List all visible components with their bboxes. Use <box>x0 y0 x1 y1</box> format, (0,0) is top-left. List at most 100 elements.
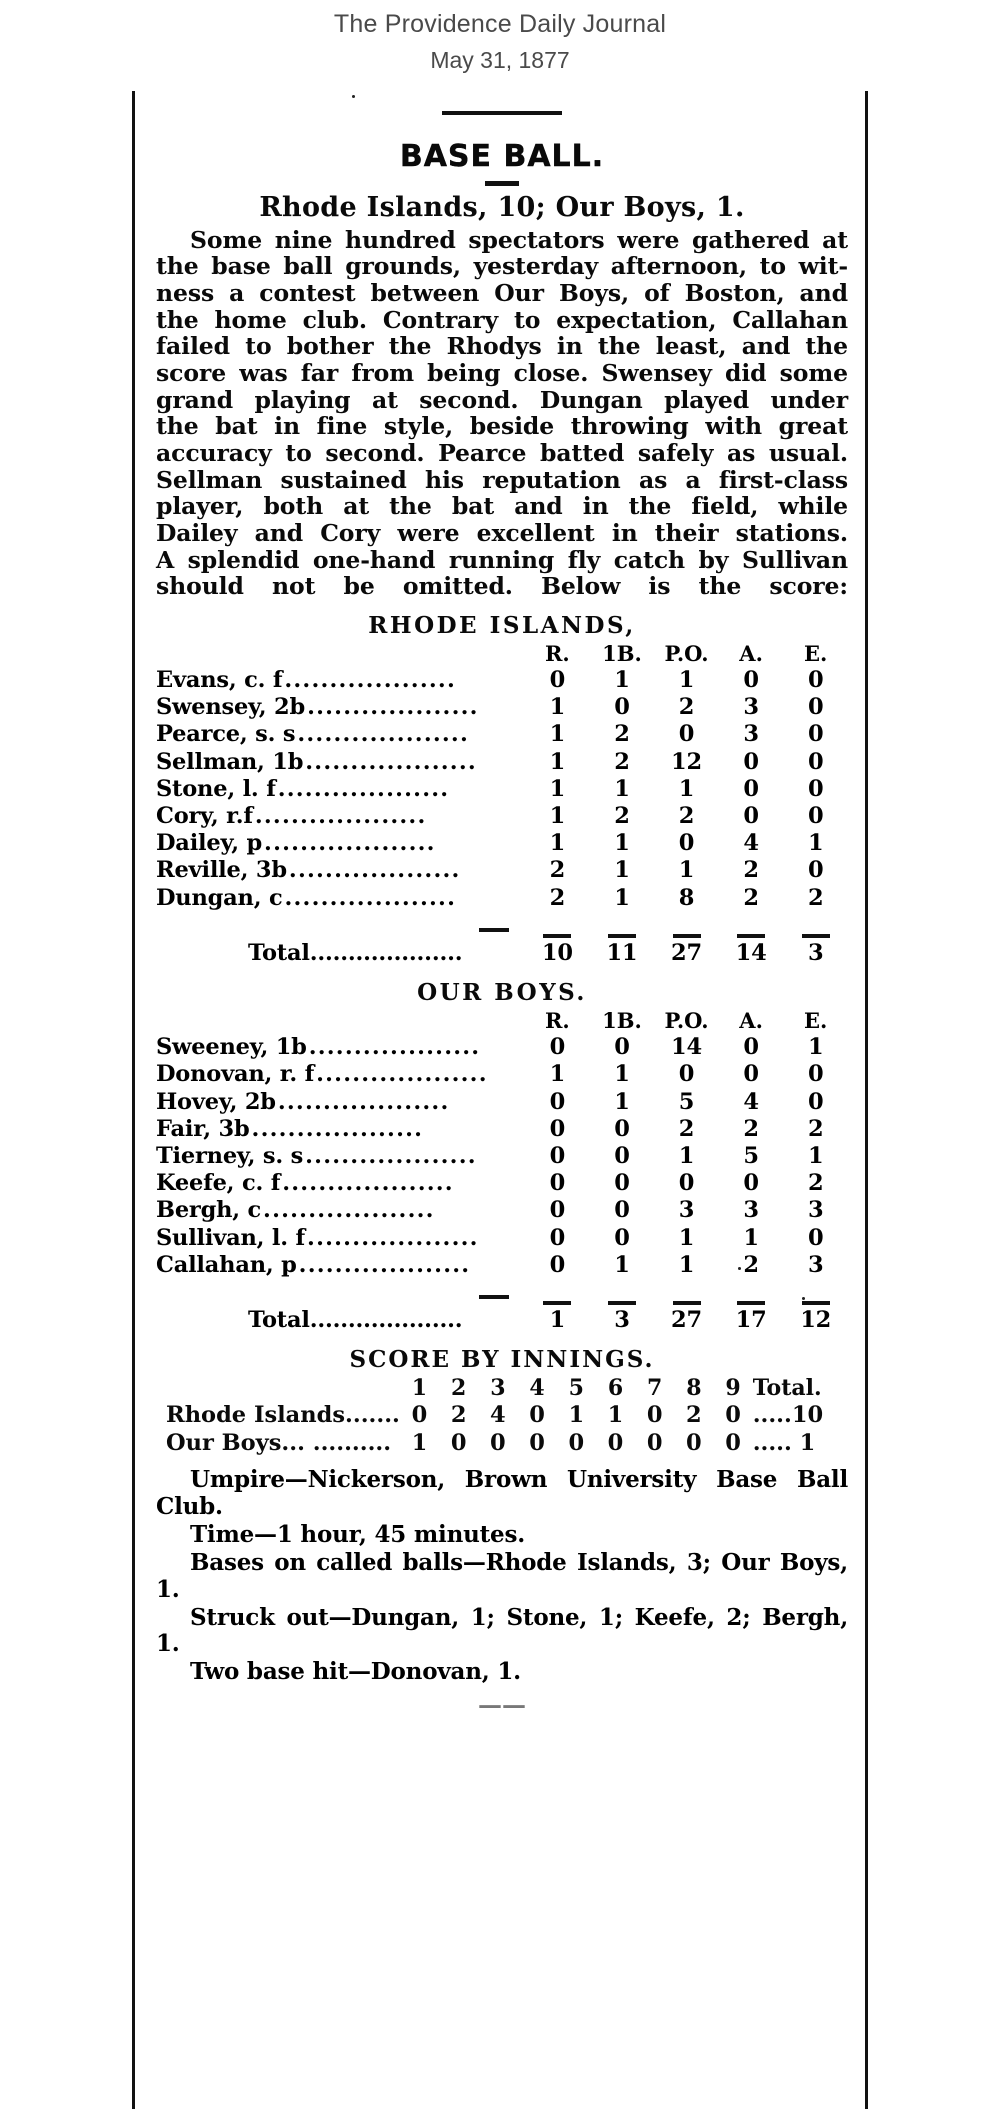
total-r: 1 <box>549 1307 566 1334</box>
column-header-r: R. <box>544 1008 570 1034</box>
inning-runs-7: 0 <box>646 1429 663 1456</box>
stat-cell-a: 0 <box>743 1061 759 1088</box>
stat-cell-po: 14 <box>671 1034 702 1061</box>
game-note: Umpire—Nickerson, Brown University Base … <box>156 1466 848 1520</box>
rule-segment <box>719 1279 784 1307</box>
stat-cell-r: 0 <box>549 1197 566 1224</box>
stat-cell-po: 12 <box>671 748 702 775</box>
stat-cell-e: 3 <box>807 1197 824 1224</box>
inning-runs-7: 0 <box>646 1402 663 1429</box>
stat-cell-po: 0 <box>678 1061 695 1088</box>
stat-cell-e: 0 <box>807 1061 824 1088</box>
leader-dots: ................... <box>284 666 456 693</box>
player-name-cell: Pearce, s. s................... <box>156 721 525 748</box>
leader-dots: ................... <box>284 884 457 911</box>
player-name: Dungan, c <box>156 884 283 911</box>
note-indent <box>156 1549 190 1576</box>
column-header-e: E. <box>804 1008 828 1034</box>
total-label-cell: Total.................... <box>248 1307 463 1334</box>
player-name: Tierney, s. s <box>156 1143 304 1170</box>
stat-cell-a: 3 <box>743 721 759 748</box>
rhode-islands-table-title: RHODE ISLANDS, <box>368 611 636 639</box>
rule-segment <box>654 912 719 940</box>
stat-cell-1b: 0 <box>614 1034 630 1061</box>
player-name: Hovey, 2b <box>156 1088 276 1115</box>
player-name: Dailey, p <box>156 830 263 857</box>
player-name-cell: Fair, 3b................... <box>156 1116 525 1143</box>
rhode-islands-table-head: R. 1B. P.O. A. E. <box>156 641 848 667</box>
stat-cell-po: 0 <box>678 830 695 857</box>
innings-team-name: Our Boys... .......... <box>166 1429 392 1456</box>
table-total-row: Total.................... 10 11 27 14 3 <box>156 940 848 967</box>
leader-dots: ................... <box>298 1251 471 1278</box>
player-name-cell: Hovey, 2b................... <box>156 1089 525 1116</box>
rhode-islands-box-score: R. 1B. P.O. A. E. Evans, c. f...........… <box>156 641 848 967</box>
game-note: Two base hit—Donovan, 1. <box>156 1658 848 1686</box>
innings-team-name: Rhode Islands....... <box>166 1402 400 1429</box>
rule-segment <box>783 1279 848 1307</box>
innings-row-total: .....10 <box>752 1402 824 1429</box>
leader-dots: ................... <box>277 1088 450 1115</box>
player-name: Reville, 3b <box>156 857 287 884</box>
lead-line: Sellman sustained his reputation as a fi… <box>156 465 848 494</box>
stat-cell-e: 0 <box>807 775 824 802</box>
player-name: Swensey, 2b <box>156 694 306 721</box>
total-rule-row <box>156 1279 848 1307</box>
lead-line: grand playing at second. Dungan played u… <box>156 385 848 414</box>
total-1b: 3 <box>614 1307 630 1334</box>
stat-cell-r: 2 <box>549 857 566 884</box>
lead-line: the bat in fine style, beside throwing w… <box>156 412 848 441</box>
leader-dots: ................... <box>307 694 479 721</box>
our-boys-table-body: Sweeney, 1b................... 0 0 14 0 1 Dono… <box>156 1034 848 1334</box>
inning-runs-8: 0 <box>686 1429 702 1456</box>
player-name-cell: Callahan, p................... <box>156 1252 525 1279</box>
rule-spacer <box>156 1279 525 1307</box>
ornament-rule-top <box>442 110 562 115</box>
stat-cell-1b: 0 <box>614 1197 630 1224</box>
stat-cell-po: 3 <box>678 1197 695 1224</box>
player-name: Pearce, s. s <box>156 721 296 748</box>
stat-cell-po: 8 <box>678 884 695 911</box>
table-row: Pearce, s. s................... 1 2 0 3 0 <box>156 721 848 748</box>
lead-line: player, both at the bat and in the field… <box>156 492 848 521</box>
newspaper-clipping: BASE BALL. Rhode Islands, 10; Our Boys, … <box>130 89 870 2109</box>
table-row: Sullivan, l. f................... 0 0 1 1 0 <box>156 1225 848 1252</box>
masthead: The Providence Daily Journal May 31, 187… <box>0 0 1000 79</box>
stat-cell-r: 2 <box>549 884 566 911</box>
leader-dots: ................... <box>282 1170 454 1197</box>
scan-speck <box>352 94 355 98</box>
stat-cell-a: 0 <box>743 1170 759 1197</box>
page-title: BASE BALL. <box>399 138 605 174</box>
stat-cell-a: 4 <box>743 830 759 857</box>
innings-row: Our Boys... .......... 1 0 0 0 0 0 0 0 0..... 1 <box>156 1430 848 1457</box>
stat-cell-e: 0 <box>807 694 824 721</box>
player-name-cell: Tierney, s. s................... <box>156 1143 525 1170</box>
column-header-1b: 1B. <box>602 640 642 666</box>
player-name-cell: Dungan, c................... <box>156 885 525 912</box>
rule-segment <box>590 1279 655 1307</box>
scan-speck <box>738 1266 741 1270</box>
stat-cell-r: 1 <box>549 748 566 775</box>
inning-header-5: 5 <box>568 1375 584 1402</box>
stat-cell-1b: 1 <box>614 884 630 911</box>
stat-cell-a: 4 <box>743 1088 759 1115</box>
inning-runs-9: 0 <box>725 1402 741 1429</box>
table-row: Evans, c. f................... 0 1 1 0 0 <box>156 667 848 694</box>
stat-cell-1b: 0 <box>614 1224 630 1251</box>
stat-cell-r: 0 <box>549 1251 566 1278</box>
inning-header-8: 8 <box>686 1375 702 1402</box>
clipping-bottom-fragment: —— <box>478 1690 526 1720</box>
stat-cell-1b: 0 <box>614 1143 630 1170</box>
innings-table-title: SCORE BY INNINGS. <box>349 1346 655 1374</box>
newspaper-name: The Providence Daily Journal <box>333 10 667 38</box>
total-a: 17 <box>735 1307 767 1334</box>
leader-dots: ................... <box>288 857 461 884</box>
leader-dots: ................... <box>307 1224 479 1251</box>
stat-cell-a: 0 <box>743 666 759 693</box>
game-note: Bases on called balls—Rhode Islands, 3; … <box>156 1548 848 1603</box>
table-row: Dailey, p................... 1 1 0 4 1 <box>156 830 848 857</box>
player-name: Cory, r.f <box>156 803 253 830</box>
note-indent <box>156 1658 190 1685</box>
